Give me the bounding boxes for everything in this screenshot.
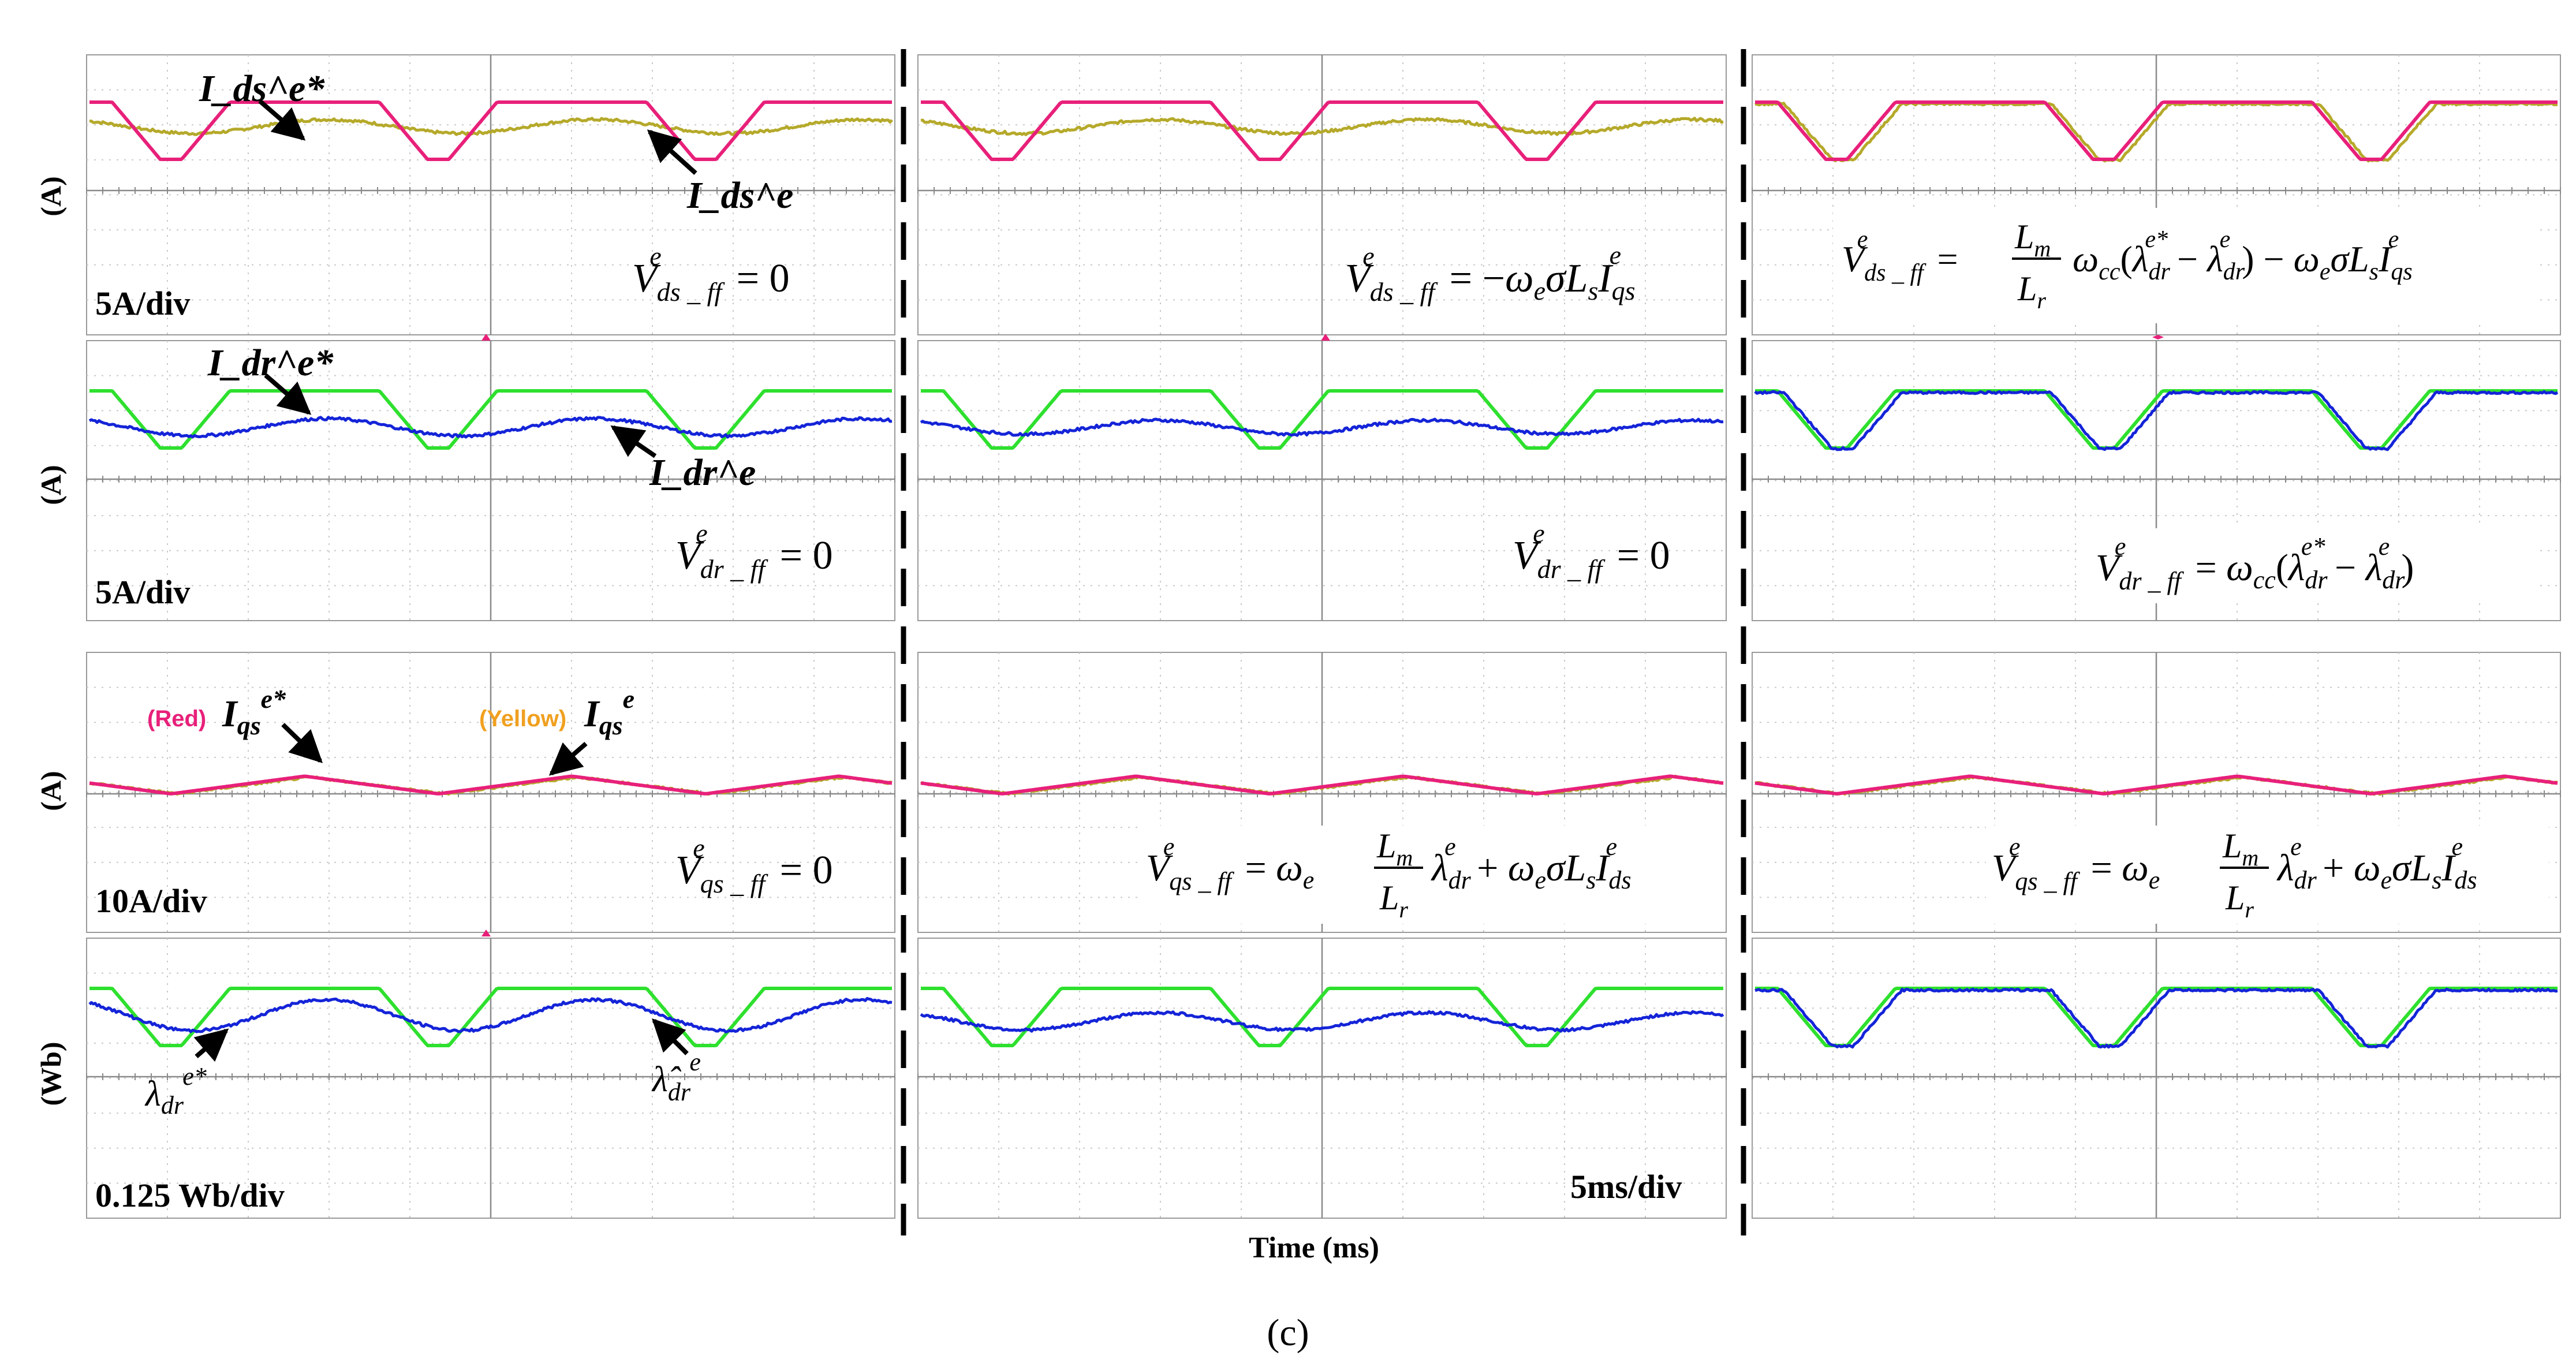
arrow-lambda-est [652, 1018, 689, 1055]
trace-Idre-r1-c2 [1754, 390, 2559, 451]
trace-dre-r3-c2 [1754, 987, 2558, 1049]
scope-grid-r1-c0 [86, 340, 895, 621]
scope-grid-r1-c1 [917, 340, 1727, 621]
scale-label-row2: 10A/div [95, 882, 207, 920]
label-idr: I_dr^e [649, 451, 756, 494]
trace-ref-r0-c2 [1755, 100, 2558, 161]
trace-ref-r1-c2 [1755, 389, 2558, 450]
trace-ref-r0-c1 [921, 100, 1723, 161]
trace-dre-r3-c0 [88, 996, 893, 1033]
timebase-label: 5ms/div [1570, 1168, 1682, 1205]
trace-ref-r3-c1 [921, 987, 1723, 1047]
trace-dre-r3-c1 [920, 1010, 1724, 1033]
unit-label-row0: (A) [35, 176, 67, 216]
trigger-marker-row0-col1 [1321, 334, 1330, 341]
scope-grids [86, 54, 2561, 1219]
scope-grid-r3-c1 [917, 938, 1727, 1219]
trace-ref-r1-c1 [921, 389, 1723, 450]
scope-grid-r0-c1 [917, 54, 1727, 335]
scope-grid-r3-c2 [1752, 938, 2561, 1219]
svg-text:Lr: Lr [1379, 879, 1408, 923]
equation-r1c2: Vdr _ ffe= ωcc(λdre* − λdre) [2078, 528, 2540, 603]
scale-label-row3: 0.125 Wb/div [95, 1177, 285, 1214]
label-ids: I_ds^e [686, 174, 793, 216]
figure-caption: (c) [1267, 1312, 1309, 1354]
trace-Idre-r1-c0 [88, 416, 893, 439]
x-axis-label: Time (ms) [1249, 1231, 1379, 1264]
arrow-idr-ref [264, 373, 312, 415]
label-iqs-yellow-tag: (Yellow) [479, 706, 566, 731]
trace-ref-r3-c2 [1755, 987, 2558, 1047]
trace-Iqse-r2-c1 [920, 774, 1724, 796]
trace-Idse-r0-c0 [89, 117, 893, 136]
trace-ref-r2-c1 [920, 774, 1724, 796]
arrow-ids [647, 129, 697, 175]
trigger-marker-row0-col0 [481, 334, 491, 341]
scope-grid-r0-c0 [86, 54, 895, 335]
trace-Idse-r0-c2 [1754, 101, 2558, 163]
trace-Idse-r0-c1 [920, 117, 1724, 136]
unit-label-row3: (Wb) [35, 1042, 67, 1106]
arrow-lambda-ref [193, 1028, 229, 1062]
trace-ref-r0-c0 [89, 100, 892, 161]
scale-label-row1: 5A/div [95, 573, 190, 611]
scope-grid-r3-c0 [86, 938, 895, 1219]
unit-label-row2: (A) [35, 771, 67, 811]
column-dividers [901, 49, 1746, 1235]
trace-ref-r1-c0 [89, 389, 892, 450]
equation-r2c1: Vqs _ ffe= ωe Lm Lr λdre + ωeσLsIdse [1140, 826, 1723, 924]
label-iqs-red-tag: (Red) [147, 706, 206, 731]
trace-ref-r2-c2 [1754, 774, 2558, 796]
arrow-idr [610, 425, 657, 458]
arrow-iqs [548, 741, 588, 776]
scope-traces [88, 100, 2559, 1049]
trigger-marker-row0-col2 [2152, 335, 2164, 339]
scope-grid-r2-c0 [86, 652, 895, 933]
arrow-iqs-ref [281, 723, 323, 763]
trace-Idre-r1-c1 [920, 417, 1724, 437]
equation-r0c2: Vds _ ffe = Lm Lr ωcc(λdre* − λdre) − ωeσ… [1833, 208, 2534, 323]
equation-r2c2: Vqs _ ffe= ωe Lm Lr λdre + ωeσLsIdse [1986, 826, 2549, 924]
scale-label-row0: 5A/div [95, 285, 190, 322]
trace-ref-r2-c0 [89, 774, 893, 796]
arrow-ids-ref [258, 99, 306, 141]
trigger-marker-row2-col0 [481, 929, 491, 936]
trace-ref-r3-c0 [89, 987, 892, 1047]
unit-label-row1: (A) [35, 465, 67, 505]
